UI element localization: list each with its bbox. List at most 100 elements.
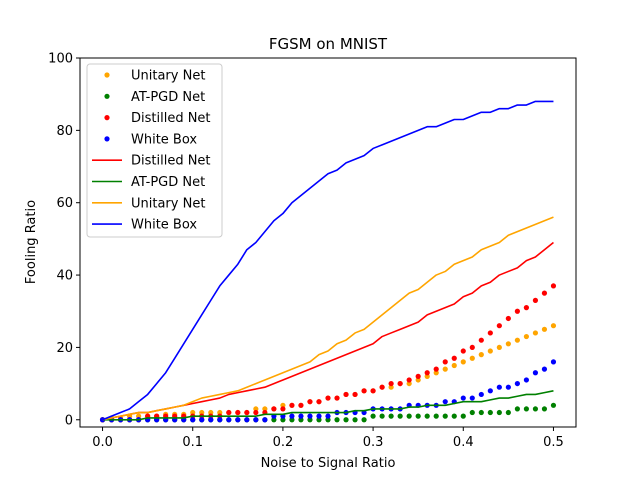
distilled-net-point	[271, 406, 277, 412]
unitary-net-point	[388, 384, 394, 390]
unitary-net-point	[550, 323, 557, 329]
distilled-net-point	[514, 308, 520, 314]
white-box-point	[298, 413, 304, 419]
at-pgd-net-point	[424, 413, 430, 419]
legend-label: AT-PGD Net	[131, 175, 205, 190]
distilled-net-point	[541, 290, 548, 296]
distilled-net-point	[478, 337, 484, 343]
legend-label: Unitary Net	[131, 69, 205, 84]
at-pgd-net-point	[343, 417, 349, 423]
legend-item-white-box: White Box	[92, 218, 197, 233]
distilled-net-point	[298, 402, 304, 408]
unitary-net-point	[136, 413, 142, 419]
at-pgd-net-point	[514, 406, 520, 412]
legend-label: White Box	[131, 132, 197, 147]
y-tick-label: 100	[48, 52, 73, 67]
unitary-net-point	[487, 348, 493, 354]
distilled-net-point	[388, 380, 394, 387]
white-box-point	[496, 384, 502, 390]
white-box-point	[208, 417, 214, 423]
distilled-net-point	[523, 305, 530, 311]
at-pgd-net-point	[550, 402, 557, 408]
at-pgd-net-point	[415, 413, 421, 419]
x-tick-label: 0.4	[453, 435, 474, 450]
unitary-net-point	[514, 337, 520, 343]
at-pgd-net-point	[334, 417, 340, 423]
white-box-point	[244, 417, 250, 423]
at-pgd-net-point	[361, 417, 367, 423]
legend-swatch-dot	[104, 136, 110, 142]
unitary-net-point	[442, 366, 448, 372]
white-box-point	[199, 417, 205, 423]
distilled-net-point	[334, 395, 340, 401]
white-box-point	[460, 395, 466, 401]
distilled-net-point	[550, 283, 557, 289]
white-box-point	[469, 395, 475, 401]
at-pgd-net-point	[496, 409, 502, 416]
white-box-point	[307, 413, 313, 419]
distilled-net-point	[370, 388, 376, 394]
chart-title: FGSM on MNIST	[269, 35, 388, 53]
x-tick-label: 0.1	[182, 435, 203, 450]
y-tick-label: 20	[56, 341, 73, 356]
white-box-point	[550, 359, 557, 365]
distilled-net-point	[415, 373, 421, 379]
distilled-net-point	[505, 315, 511, 322]
unitary-net-point	[262, 406, 268, 412]
unitary-net-point	[190, 409, 196, 416]
at-pgd-net-point	[469, 409, 475, 416]
legend-label: Distilled Net	[131, 154, 211, 169]
at-pgd-net-point	[307, 417, 313, 423]
legend-item-at-pgd-net: AT-PGD Net	[104, 90, 205, 105]
legend-swatch-dot	[104, 72, 110, 78]
unitary-net-point	[460, 359, 466, 365]
distilled-net-point	[442, 359, 448, 365]
unitary-net-point	[505, 341, 511, 347]
white-box-dots	[99, 359, 557, 423]
unitary-net-point	[541, 326, 548, 332]
legend-item-distilled-net: Distilled Net	[92, 154, 211, 169]
distilled-net-point	[226, 409, 232, 416]
distilled-net-point	[253, 409, 259, 416]
at-pgd-net-point	[298, 417, 304, 423]
y-axis-label: Fooling Ratio	[24, 200, 39, 284]
white-box-point	[442, 399, 448, 405]
at-pgd-net-point	[289, 417, 295, 423]
at-pgd-net-point	[370, 413, 376, 419]
legend-label: White Box	[131, 218, 197, 233]
legend-label: Distilled Net	[131, 111, 211, 126]
white-box-point	[289, 413, 295, 419]
white-box-point	[253, 417, 259, 423]
at-pgd-net-point	[406, 413, 412, 419]
unitary-net-line	[102, 216, 554, 421]
distilled-net-point	[361, 388, 367, 394]
distilled-net-point	[424, 370, 430, 376]
plot-area	[99, 100, 557, 423]
legend-label: Unitary Net	[131, 196, 205, 211]
white-box-point	[505, 384, 511, 390]
legend-swatch-dot	[104, 115, 110, 121]
plot-frame	[79, 57, 577, 428]
at-pgd-net-point	[433, 413, 439, 419]
y-tick-label: 60	[56, 196, 73, 211]
distilled-net-point	[316, 399, 322, 405]
distilled-net-point	[244, 409, 250, 416]
white-box-point	[478, 391, 484, 398]
unitary-net-point	[280, 402, 286, 408]
distilled-net-point	[235, 409, 241, 416]
unitary-net-point	[523, 333, 530, 340]
at-pgd-net-line	[102, 390, 554, 421]
legend-item-at-pgd-net: AT-PGD Net	[92, 175, 205, 190]
distilled-net-point	[460, 348, 466, 354]
legend-label: AT-PGD Net	[131, 90, 205, 105]
x-tick-label: 0.5	[543, 435, 564, 450]
white-box-point	[523, 377, 530, 383]
at-pgd-net-point	[388, 413, 394, 419]
unitary-net-point	[199, 409, 205, 416]
distilled-net-point	[307, 399, 313, 405]
legend: Unitary Net AT-PGD Net Distilled Net White …	[86, 63, 223, 238]
legend-item-white-box: White Box	[104, 132, 197, 147]
at-pgd-net-point	[505, 409, 511, 416]
at-pgd-net-point	[379, 413, 385, 419]
